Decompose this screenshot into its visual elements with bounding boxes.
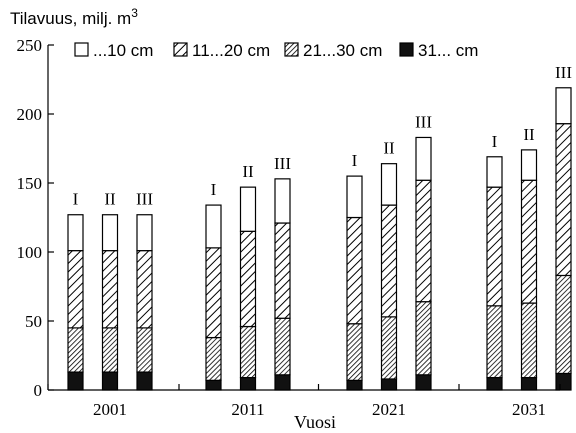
bar-2031-I-segment-31cm [486, 376, 503, 391]
bar-2021-II-segment-10cm [380, 163, 398, 206]
scenario-label: I [492, 132, 498, 151]
x-tick-label: 2001 [93, 400, 127, 419]
y-tick-label: 0 [34, 381, 43, 400]
legend: ...10 cm 11...20 cm 21...30 cm 31... cm [74, 41, 478, 60]
scenario-label: II [242, 162, 254, 181]
y-tick-label: 250 [17, 36, 43, 55]
bar-2031-III-segment-10cm [555, 87, 572, 125]
scenario-label: II [523, 125, 535, 144]
bar-2031-III-segment-11-20cm [555, 123, 572, 277]
bar-2011-II-segment-21-30cm [239, 325, 257, 379]
y-axis-title-text: Tilavuus, milj. m [10, 9, 131, 28]
y-tick-label: 150 [17, 174, 43, 193]
y-axis-title: Tilavuus, milj. m3 [10, 6, 138, 28]
bar-2021-III-segment-10cm [415, 136, 432, 181]
bar-2021-II-segment-21-30cm [380, 316, 398, 380]
legend-label-21-30cm: 21...30 cm [303, 41, 382, 60]
bar-2021-I-segment-31cm [346, 379, 363, 391]
bar-2011-III-segment-10cm [274, 178, 291, 224]
legend-swatch-10cm [74, 42, 89, 57]
bar-2001-I-segment-21-30cm [67, 327, 84, 373]
bar-2031-I-segment-10cm [486, 156, 503, 188]
scenario-label: III [555, 63, 572, 82]
bar-2021-I-segment-10cm [346, 175, 363, 219]
y-tick-label: 50 [25, 312, 42, 331]
bar-2031-II-segment-11-20cm [520, 179, 538, 304]
legend-label-11-20cm: 11...20 cm [192, 41, 270, 60]
bar-2021-III-segment-11-20cm [415, 179, 432, 303]
y-tick-label: 100 [17, 243, 43, 262]
scenario-label: I [211, 180, 217, 199]
bar-2031-I-segment-11-20cm [486, 186, 503, 307]
bar-2001-I-segment-11-20cm [67, 250, 84, 329]
scenario-label: I [352, 151, 358, 170]
bar-2001-II-segment-21-30cm [101, 327, 119, 373]
bar-2001-I-segment-10cm [67, 214, 84, 252]
x-axis-title: Vuosi [294, 412, 336, 432]
bar-2011-III-segment-31cm [274, 374, 291, 391]
scenario-label: II [383, 139, 395, 158]
bar-2021-I-segment-21-30cm [346, 323, 363, 381]
bar-2031-III-segment-31cm [555, 372, 572, 391]
x-tick-label: 2011 [231, 400, 264, 419]
scenario-label: III [136, 190, 153, 209]
scenario-label: III [274, 154, 291, 173]
legend-label-31cm: 31... cm [418, 41, 478, 60]
x-tick-label: 2021 [372, 400, 406, 419]
bar-2001-II-segment-10cm [101, 214, 119, 252]
bar-2011-II-segment-31cm [239, 376, 257, 391]
bar-2031-II-segment-31cm [520, 376, 538, 391]
scenario-label: I [73, 190, 79, 209]
bar-2031-II-segment-10cm [520, 149, 538, 181]
bar-2021-III-segment-21-30cm [415, 301, 432, 376]
y-tick-label: 200 [17, 105, 43, 124]
bar-2011-III-segment-11-20cm [274, 222, 291, 319]
bar-2011-I-segment-21-30cm [205, 336, 222, 381]
bar-2001-III-segment-11-20cm [136, 250, 153, 329]
bar-2001-III-segment-21-30cm [136, 327, 153, 373]
bar-2031-II-segment-21-30cm [520, 302, 538, 379]
bar-2021-I-segment-11-20cm [346, 216, 363, 325]
legend-label-10cm: ...10 cm [93, 41, 153, 60]
scenario-label: II [104, 190, 116, 209]
bar-2011-II-segment-10cm [239, 186, 257, 232]
bar-2011-III-segment-21-30cm [274, 317, 291, 376]
bar-2021-II-segment-11-20cm [380, 204, 398, 318]
bar-2001-II-segment-31cm [101, 371, 119, 391]
legend-swatch-11-20cm [173, 42, 188, 57]
bar-2011-I-segment-10cm [205, 204, 222, 249]
bar-2011-I-segment-31cm [205, 379, 222, 391]
bar-2001-III-segment-10cm [136, 214, 153, 252]
y-axis-title-superscript: 3 [131, 6, 138, 20]
bar-2001-III-segment-31cm [136, 371, 153, 391]
bar-2011-I-segment-11-20cm [205, 247, 222, 339]
legend-swatch-31cm [399, 42, 414, 57]
bar-2001-II-segment-11-20cm [101, 250, 119, 329]
bar-2011-II-segment-11-20cm [239, 230, 257, 328]
legend-swatch-21-30cm [284, 42, 299, 57]
bar-2021-II-segment-31cm [380, 378, 398, 391]
x-tick-label: 2031 [512, 400, 546, 419]
bar-2021-III-segment-31cm [415, 374, 432, 391]
bar-2031-I-segment-21-30cm [486, 305, 503, 379]
bar-2001-I-segment-31cm [67, 371, 84, 391]
scenario-label: III [415, 112, 432, 131]
bar-2031-III-segment-21-30cm [555, 274, 572, 375]
